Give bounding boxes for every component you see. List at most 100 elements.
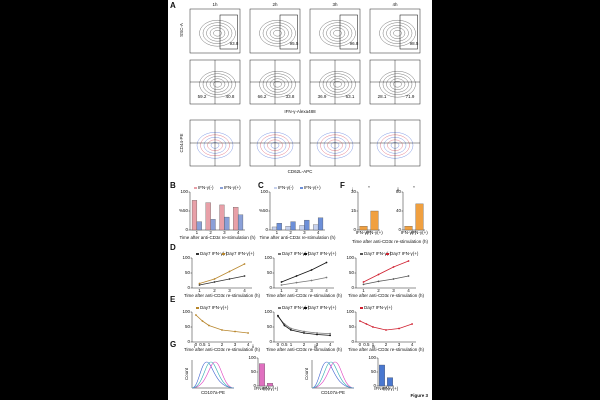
x-tick-label: 0 <box>277 342 280 347</box>
legend-label: Day7 IFN-γ(+) <box>390 251 419 256</box>
axis-title: Time after anti-CD3ε re-stimulation (h) <box>179 235 256 240</box>
quadrant-value: 28.1 <box>378 94 387 99</box>
x-tick-label: 2 <box>209 230 212 235</box>
sub-label: ii <box>252 344 254 349</box>
point <box>365 323 368 325</box>
y-tick-label: 0 <box>265 227 268 232</box>
axis-title: SSC-A <box>179 23 184 37</box>
axis-title: IFN-γ-Alexa488 <box>284 109 316 114</box>
contour <box>206 75 229 93</box>
contour <box>329 27 346 39</box>
y-tick-label: 40 <box>396 208 402 213</box>
histogram-curve <box>311 361 355 389</box>
x-tick-label: IFN-γ(+) <box>366 230 383 235</box>
contour <box>259 70 296 98</box>
bar <box>387 377 393 387</box>
y-tick-label: 0 <box>373 383 376 388</box>
point <box>316 333 318 336</box>
y-tick-label: 0 <box>269 339 272 344</box>
x-tick-label: 4 <box>237 230 240 235</box>
contour <box>273 80 282 88</box>
point <box>392 266 395 268</box>
x-tick-label: 3 <box>223 230 226 235</box>
histogram-curve <box>311 361 355 389</box>
x-tick-label: IFN-γ(+) <box>382 386 399 391</box>
x-tick-label: 3 <box>234 342 237 347</box>
annotation: * <box>368 185 370 190</box>
point <box>234 330 236 333</box>
point <box>201 320 204 322</box>
y-tick-label: 100 <box>264 309 272 314</box>
legend-label: IFN-γ(-) <box>198 185 214 190</box>
point <box>362 281 365 283</box>
x-tick-label: IFN-γ(-) <box>254 386 270 391</box>
x-tick-label: IFN-γ(-) <box>401 230 417 235</box>
x-tick-label: 1 <box>196 230 199 235</box>
annotation: * <box>413 185 415 190</box>
legend-swatch <box>386 253 389 255</box>
contour <box>386 75 409 93</box>
legend-swatch <box>278 307 281 309</box>
contour <box>213 80 222 88</box>
gate-value: 96.8 <box>350 41 359 46</box>
point <box>195 314 197 316</box>
timepoint-label: 1h <box>212 2 218 7</box>
point <box>303 330 305 333</box>
point <box>280 284 283 286</box>
bar <box>271 226 278 231</box>
point <box>362 283 365 286</box>
point <box>329 332 331 335</box>
point <box>377 280 380 283</box>
panel-label: D <box>170 243 176 252</box>
contour <box>322 22 353 44</box>
contour <box>329 78 346 90</box>
y-tick-label: 100 <box>248 355 256 360</box>
y-tick-label: 50 <box>371 369 377 374</box>
y-tick-label: 100 <box>260 189 268 194</box>
point <box>213 281 216 283</box>
point <box>310 269 313 271</box>
contour <box>389 78 406 90</box>
point <box>295 281 298 284</box>
sub-label: ii <box>397 187 399 192</box>
y-tick-label: 100 <box>264 255 272 260</box>
quadrant-value: 59.2 <box>198 94 207 99</box>
axis-title: Count <box>304 367 309 380</box>
axis-title: CD107a-PE <box>201 390 225 395</box>
legend-label: Day7 IFN-γ(-) <box>282 251 310 256</box>
x-tick-label: 3 <box>316 342 319 347</box>
bar <box>224 216 230 231</box>
contour <box>259 20 296 47</box>
y-tick-label: 100 <box>346 255 354 260</box>
gate-value: 98.5 <box>410 41 419 46</box>
contour <box>319 20 356 47</box>
axis-title: Time after anti-CD3ε re-stimulation (h) <box>352 239 429 244</box>
bar <box>196 221 202 231</box>
y-tick-label: 0 <box>351 285 354 290</box>
contour <box>386 25 409 42</box>
legend-swatch <box>278 253 281 255</box>
y-tick-label: 30 <box>351 189 357 194</box>
point <box>228 270 231 273</box>
point <box>283 324 286 327</box>
panel-label: G <box>170 340 176 349</box>
y-tick-label: 100 <box>180 189 188 194</box>
series-line <box>281 277 327 286</box>
legend-label: Day7 IFN-γ(-) <box>200 251 228 256</box>
quadrant-value: 40.8 <box>226 94 235 99</box>
bar <box>317 217 324 231</box>
bar <box>259 363 265 387</box>
bar <box>191 200 198 231</box>
x-tick-label: 3 <box>310 288 313 293</box>
x-tick-label: 4 <box>407 288 410 293</box>
series-line <box>363 275 409 285</box>
y-tick-label: 15 <box>351 208 357 213</box>
bar <box>267 383 273 387</box>
quadrant-value: 63.1 <box>346 94 355 99</box>
x-tick-label: 2 <box>213 288 216 293</box>
bar <box>404 226 413 231</box>
point <box>310 279 313 282</box>
panel-label: B <box>170 181 176 190</box>
bar <box>304 219 310 231</box>
